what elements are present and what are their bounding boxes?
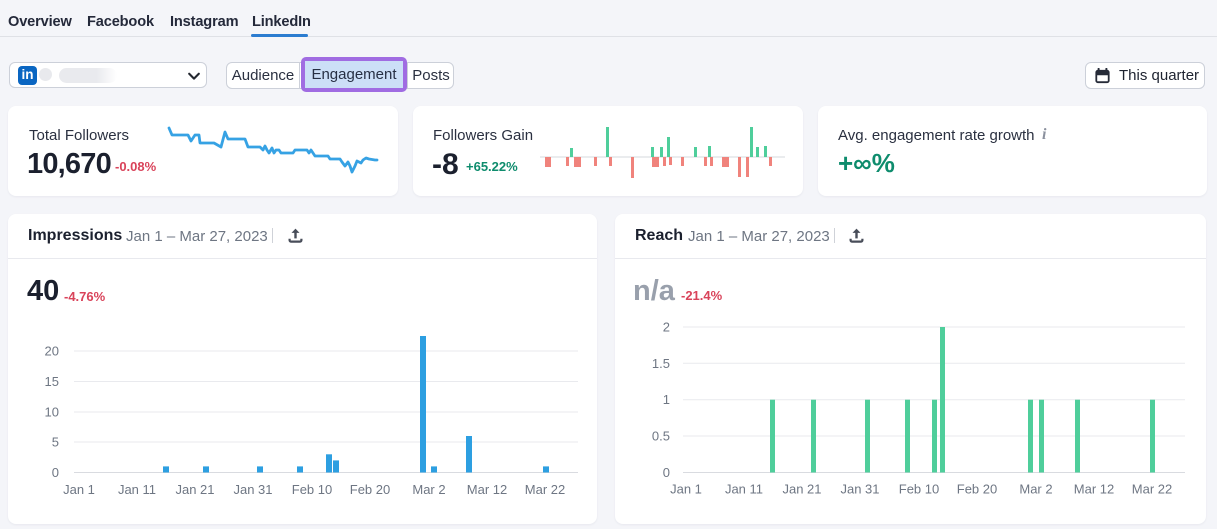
svg-text:Feb 20: Feb 20 xyxy=(957,482,997,497)
svg-text:1: 1 xyxy=(663,392,670,407)
svg-text:Jan 31: Jan 31 xyxy=(840,482,879,497)
svg-text:0: 0 xyxy=(663,465,670,480)
svg-text:Jan 21: Jan 21 xyxy=(782,482,821,497)
svg-text:Feb 10: Feb 10 xyxy=(292,482,332,497)
svg-text:Jan 31: Jan 31 xyxy=(233,482,272,497)
svg-text:1.5: 1.5 xyxy=(652,356,670,371)
svg-text:Mar 22: Mar 22 xyxy=(525,482,565,497)
svg-text:Mar 12: Mar 12 xyxy=(1074,482,1114,497)
svg-text:Mar 22: Mar 22 xyxy=(1132,482,1172,497)
svg-text:Jan 11: Jan 11 xyxy=(118,482,156,497)
svg-text:Mar 2: Mar 2 xyxy=(1019,482,1052,497)
svg-text:5: 5 xyxy=(52,435,59,450)
svg-text:Feb 20: Feb 20 xyxy=(350,482,390,497)
svg-text:Feb 10: Feb 10 xyxy=(899,482,939,497)
svg-text:Jan 21: Jan 21 xyxy=(175,482,214,497)
svg-text:Jan 1: Jan 1 xyxy=(670,482,702,497)
svg-text:10: 10 xyxy=(45,405,59,420)
svg-text:Jan 11: Jan 11 xyxy=(725,482,763,497)
svg-text:0: 0 xyxy=(52,465,59,480)
svg-text:Mar 2: Mar 2 xyxy=(412,482,445,497)
svg-text:15: 15 xyxy=(45,374,59,389)
svg-text:0.5: 0.5 xyxy=(652,429,670,444)
svg-text:2: 2 xyxy=(663,320,670,335)
svg-text:20: 20 xyxy=(45,344,59,359)
svg-text:Mar 12: Mar 12 xyxy=(467,482,507,497)
svg-text:Jan 1: Jan 1 xyxy=(63,482,95,497)
